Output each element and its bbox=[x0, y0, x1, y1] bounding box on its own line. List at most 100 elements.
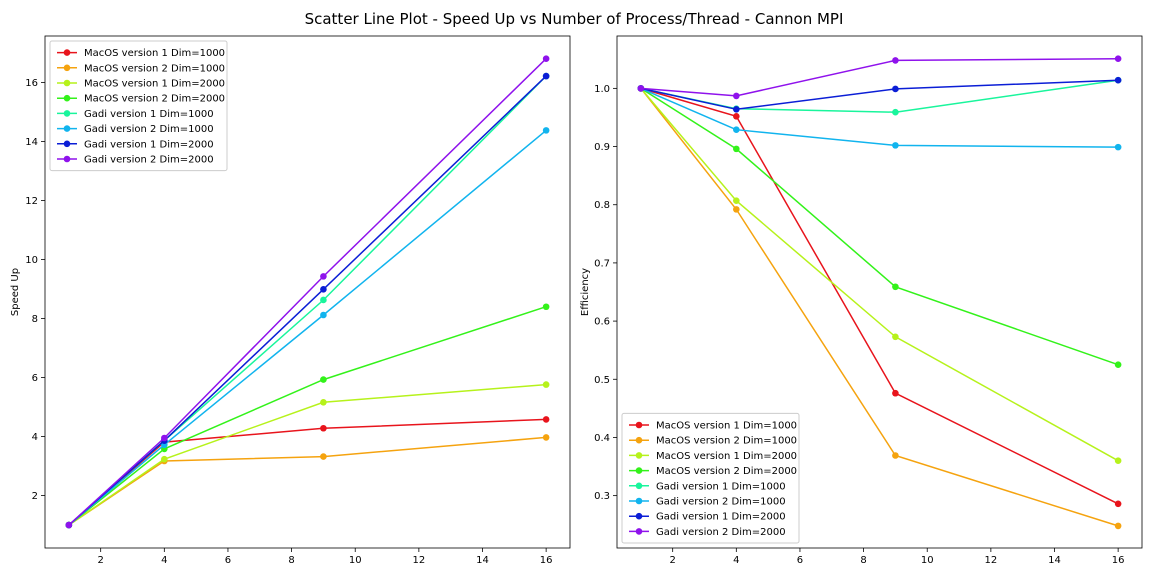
efficiency-series-line bbox=[640, 79, 1119, 113]
speedup-x-tick-label: 16 bbox=[540, 555, 553, 566]
efficiency-legend-label: Gadi version 2 Dim=1000 bbox=[656, 497, 786, 508]
efficiency-x-tick-label: 2 bbox=[669, 555, 675, 566]
speed-up-chart: 2 4 6 8 10 12 14 16 2 4 6 8 10 12 14 16 Speed Up MacOS ve… bbox=[10, 35, 571, 566]
efficiency-legend-label: Gadi version 1 Dim=2000 bbox=[656, 512, 786, 523]
efficiency-series-line bbox=[640, 87, 1119, 462]
efficiency-y-tick-label: 0.3 bbox=[594, 491, 610, 502]
speedup-data-point bbox=[542, 127, 550, 134]
efficiency-legend-label: Gadi version 2 Dim=2000 bbox=[656, 527, 786, 538]
speedup-data-point bbox=[320, 311, 327, 319]
efficiency-legend-marker bbox=[635, 421, 643, 429]
efficiency-data-point bbox=[1114, 361, 1122, 369]
speedup-legend-marker bbox=[63, 64, 71, 72]
efficiency-chart: 2 4 6 8 10 12 14 16 0.3 0.4 0.5 0.6 0.7 0.8 0.9 1.0 Effi… bbox=[580, 35, 1143, 566]
efficiency-axes-frame bbox=[616, 35, 1143, 549]
speedup-y-axis-label: Speed Up bbox=[10, 268, 21, 316]
speedup-data-point bbox=[320, 453, 327, 460]
efficiency-data-point bbox=[733, 92, 740, 100]
speedup-legend: MacOS version 1 Dim=1000 MacOS version 2 … bbox=[49, 40, 228, 172]
efficiency-data-point bbox=[892, 389, 899, 397]
efficiency-y-axis-label: Efficiency bbox=[580, 268, 591, 316]
efficiency-data-point bbox=[637, 85, 645, 92]
speedup-y-tick-label: 8 bbox=[32, 314, 38, 325]
speedup-series-line bbox=[68, 129, 547, 526]
efficiency-legend-label: MacOS version 2 Dim=1000 bbox=[656, 436, 797, 447]
efficiency-x-tick-label: 10 bbox=[921, 555, 934, 566]
speedup-legend-label: Gadi version 2 Dim=2000 bbox=[84, 155, 214, 166]
efficiency-legend-label: Gadi version 1 Dim=1000 bbox=[656, 481, 786, 492]
efficiency-y-tick-label: 0.6 bbox=[594, 317, 610, 328]
efficiency-x-tick-label: 14 bbox=[1048, 555, 1061, 566]
efficiency-y-tick-label: 0.8 bbox=[594, 200, 610, 211]
efficiency-y-tick-label: 0.7 bbox=[594, 258, 610, 269]
speedup-legend-marker bbox=[63, 79, 71, 87]
efficiency-series-line bbox=[640, 87, 1119, 527]
efficiency-legend-label: MacOS version 1 Dim=2000 bbox=[656, 451, 797, 462]
speedup-data-point bbox=[320, 286, 327, 293]
speedup-y-tick-label: 4 bbox=[32, 432, 38, 443]
efficiency-data-point bbox=[733, 106, 740, 113]
efficiency-data-point bbox=[892, 85, 899, 93]
speedup-x-tick-label: 12 bbox=[412, 555, 425, 566]
speedup-data-point bbox=[542, 434, 550, 441]
speedup-legend-marker bbox=[63, 110, 71, 117]
speedup-legend-label: Gadi version 2 Dim=1000 bbox=[84, 124, 214, 135]
speedup-legend-label: Gadi version 1 Dim=1000 bbox=[84, 109, 214, 120]
efficiency-data-point bbox=[733, 197, 740, 204]
efficiency-series-line bbox=[640, 87, 1119, 505]
speedup-legend-label: MacOS version 1 Dim=1000 bbox=[84, 48, 225, 59]
efficiency-y-tick-label: 0.5 bbox=[594, 375, 610, 386]
efficiency-legend-label: MacOS version 2 Dim=2000 bbox=[656, 466, 797, 477]
efficiency-legend-marker bbox=[635, 528, 643, 535]
efficiency-legend-marker bbox=[635, 467, 643, 474]
speedup-x-tick-label: 2 bbox=[97, 555, 103, 566]
efficiency-data-point bbox=[892, 452, 899, 459]
speedup-data-point bbox=[161, 434, 168, 442]
efficiency-data-point bbox=[733, 112, 740, 120]
efficiency-legend-marker bbox=[635, 452, 643, 459]
efficiency-data-point bbox=[1114, 522, 1122, 530]
efficiency-series-line bbox=[640, 57, 1119, 97]
efficiency-y-tick-label: 0.9 bbox=[594, 142, 610, 153]
efficiency-data-point bbox=[892, 283, 899, 291]
speedup-data-point bbox=[320, 296, 327, 304]
speedup-data-point bbox=[320, 399, 327, 406]
figure-title: Scatter Line Plot - Speed Up vs Number o… bbox=[305, 10, 844, 28]
efficiency-data-point bbox=[892, 333, 899, 341]
speedup-legend-marker bbox=[63, 140, 71, 148]
efficiency-data-point bbox=[1114, 55, 1122, 62]
speedup-y-tick-label: 10 bbox=[25, 255, 38, 266]
speedup-data-point bbox=[542, 381, 550, 388]
efficiency-series-line bbox=[640, 79, 1119, 111]
efficiency-series-line bbox=[640, 87, 1119, 366]
speedup-x-tick-label: 4 bbox=[161, 555, 167, 566]
speedup-legend-marker bbox=[63, 125, 71, 132]
efficiency-data-point bbox=[892, 142, 899, 149]
speedup-legend-marker bbox=[63, 155, 71, 163]
efficiency-data-point bbox=[1114, 76, 1122, 84]
efficiency-data-point bbox=[892, 108, 899, 116]
speedup-legend-label: MacOS version 2 Dim=1000 bbox=[84, 63, 225, 74]
speedup-y-tick-label: 2 bbox=[32, 491, 38, 502]
efficiency-x-tick-label: 16 bbox=[1112, 555, 1125, 566]
speedup-data-point bbox=[320, 376, 327, 383]
speedup-legend-label: Gadi version 1 Dim=2000 bbox=[84, 139, 214, 150]
efficiency-legend-label: MacOS version 1 Dim=1000 bbox=[656, 421, 797, 432]
speedup-data-point bbox=[542, 416, 550, 423]
speedup-axes-frame bbox=[44, 35, 571, 549]
efficiency-data-point bbox=[1114, 457, 1122, 465]
speedup-legend-label: MacOS version 1 Dim=2000 bbox=[84, 79, 225, 90]
speedup-y-tick-label: 16 bbox=[25, 78, 38, 89]
speedup-series-line bbox=[68, 305, 547, 526]
efficiency-x-tick-label: 4 bbox=[733, 555, 739, 566]
speedup-data-point bbox=[320, 424, 327, 432]
efficiency-y-tick-label: 0.4 bbox=[594, 433, 610, 444]
speedup-x-tick-label: 8 bbox=[288, 555, 294, 566]
speedup-y-tick-label: 14 bbox=[25, 137, 38, 148]
speedup-data-point bbox=[542, 303, 550, 311]
efficiency-x-tick-label: 6 bbox=[797, 555, 803, 566]
speedup-y-tick-label: 12 bbox=[25, 196, 38, 207]
efficiency-data-point bbox=[733, 126, 740, 133]
speedup-data-point bbox=[542, 55, 550, 63]
speedup-data-point bbox=[320, 273, 327, 280]
